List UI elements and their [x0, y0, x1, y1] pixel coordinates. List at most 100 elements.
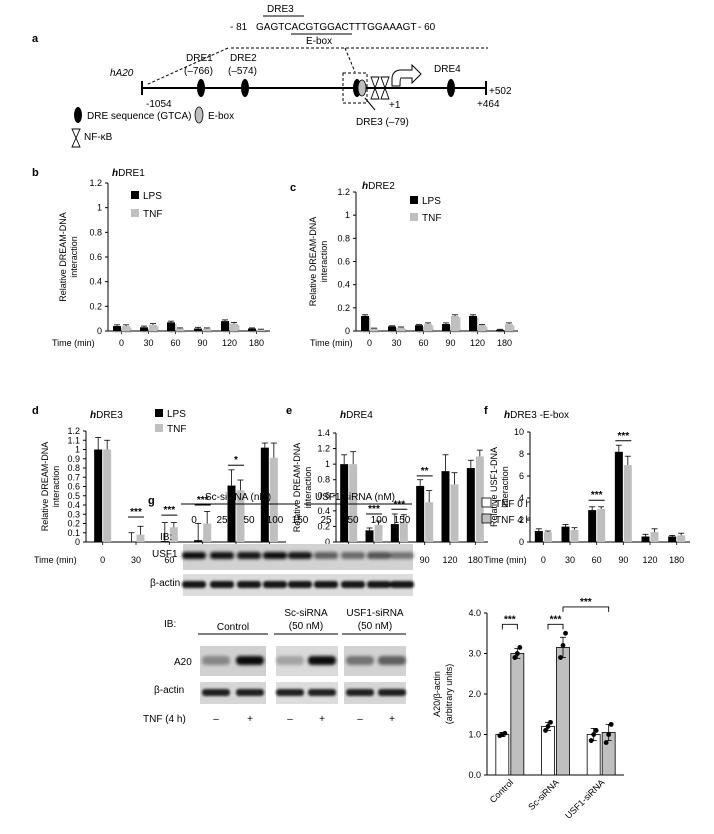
bar-c-tnf [505, 324, 513, 331]
bar-g-tnf4 [556, 647, 570, 776]
time-label-c: Time (min) [310, 338, 353, 348]
bar-f-tnf [623, 465, 632, 542]
seq-start: - 81 [230, 22, 248, 33]
dre1-pos: (–766) [184, 66, 213, 77]
legend-label-tnf: TNF [167, 424, 186, 435]
group-label-sub: (50 nM) [358, 621, 392, 632]
y-tick-label-b: 0.2 [89, 301, 102, 311]
band-bactin [237, 581, 261, 588]
tnf-sign: + [389, 714, 395, 725]
panel-letter-e: e [286, 405, 292, 417]
sig-label-e: ** [421, 466, 429, 477]
bar-e-tnf [374, 524, 383, 542]
x-tick-label-b: 120 [222, 338, 237, 348]
panel-letter-d: d [32, 405, 39, 417]
x-tick-label-b: 60 [170, 338, 180, 348]
bar-g-tnf0 [541, 726, 555, 776]
x-tick-label-g: Control [488, 777, 516, 805]
bar-f-lps [614, 451, 623, 542]
bar-d-lps [127, 542, 136, 543]
conc-label: 150 [394, 515, 411, 526]
panel-letter-c: c [290, 182, 296, 194]
band-bactin [390, 581, 414, 588]
bar-b-lps [167, 322, 175, 331]
panel-g-blots: g Sc-siRNA (nM) USF1-siRNA (nM) IB: 0 25 5… [143, 492, 414, 725]
bar-f-tnf [677, 535, 686, 542]
bar-e-lps [390, 524, 399, 542]
y-axis-label-g: (arbitrary units) [444, 664, 454, 725]
conc-label: 25 [320, 515, 332, 526]
legend-nfkb-label: NF-κB [84, 132, 113, 143]
data-point-g [558, 655, 563, 660]
x-tick-label-e: 90 [420, 555, 430, 565]
chart-title-b: hDRE1 [112, 168, 145, 179]
tnf-label: TNF (4 h) [143, 714, 186, 725]
conc-label: 25 [216, 515, 228, 526]
x-tick-label-f: 120 [642, 555, 657, 565]
bar-shadow-c [497, 331, 506, 333]
chart-title-c: hDRE2 [362, 181, 395, 192]
dre2-label: DRE2 [230, 53, 257, 64]
sig-label-e: *** [393, 499, 405, 510]
x-tick-label-b: 90 [197, 338, 207, 348]
data-point-g [563, 630, 568, 636]
band-a20 [236, 656, 264, 665]
chart-title-e: hDRE4 [340, 410, 373, 421]
sig-label-g: *** [504, 614, 516, 625]
seq-end: - 60 [418, 22, 436, 33]
band-usf1 [263, 552, 287, 559]
bar-f-tnf [570, 529, 579, 542]
x-tick-label-d: 30 [131, 555, 141, 565]
ib-label-2: IB: [164, 619, 176, 630]
group-label-sub: (50 nM) [289, 621, 323, 632]
dre1-label: DRE1 [186, 53, 213, 64]
y-axis-label-e: interaction [303, 467, 313, 509]
y-tick-label-e: 0 [325, 537, 330, 547]
data-point-g [514, 651, 520, 656]
legend-swatch-tnf [410, 213, 418, 221]
conc-label: 100 [267, 515, 284, 526]
legend-label-lps: LPS [167, 409, 186, 420]
band-usf1 [182, 552, 206, 559]
bar-f-lps [668, 536, 677, 542]
band-a20 [378, 656, 406, 665]
y-tick-label-d: 1.2 [67, 426, 80, 436]
tnf-sign: – [213, 714, 219, 725]
sig-label-d: *** [130, 507, 142, 518]
bar-d-lps [160, 541, 169, 542]
legend-label-g: TNF 4 h [495, 515, 531, 526]
y-axis-label-f: interaction [500, 466, 510, 508]
bar-f-tnf [543, 532, 552, 542]
data-point-g [560, 643, 566, 648]
bactin1-bands [182, 581, 414, 588]
data-point-g [603, 740, 609, 745]
bar-g-tnf4 [510, 653, 525, 776]
blot-bactin2-control [200, 682, 266, 704]
y-tick-label-b: 0 [97, 326, 102, 336]
y-axis-label-g: A20/β-actin [432, 671, 442, 717]
bar-shadow-b [195, 330, 204, 333]
ebox-seq-label: E-box [306, 36, 332, 47]
blot-bactin2-usf [344, 682, 406, 704]
x-tick-label-c: 120 [470, 338, 485, 348]
y-axis-label-d: interaction [51, 466, 61, 508]
bar-d-tnf [169, 527, 178, 542]
y-tick-label-f: 10 [514, 427, 524, 437]
time-label-f: Time (min) [484, 555, 527, 565]
y-tick-label-c: 0.4 [337, 280, 350, 290]
band-usf1 [341, 552, 365, 559]
bar-d-tnf [136, 534, 145, 542]
sig-label-d: *** [197, 495, 209, 506]
band-bactin [378, 689, 406, 696]
bar-b-lps [140, 327, 148, 331]
legend-dre-icon [74, 107, 82, 123]
sig-label-g: *** [550, 614, 562, 625]
x-tick-label-b: 0 [119, 338, 124, 348]
y-axis-label-f: Relative USF1-DNA [489, 447, 499, 527]
bar-c-lps [415, 325, 423, 331]
bar-shadow-b [249, 330, 258, 333]
bar-b-tnf [149, 324, 157, 331]
bar-b-tnf [257, 329, 265, 331]
y-tick-label-e: 0.6 [317, 490, 330, 500]
y-tick-label-c: 0.8 [337, 233, 350, 243]
